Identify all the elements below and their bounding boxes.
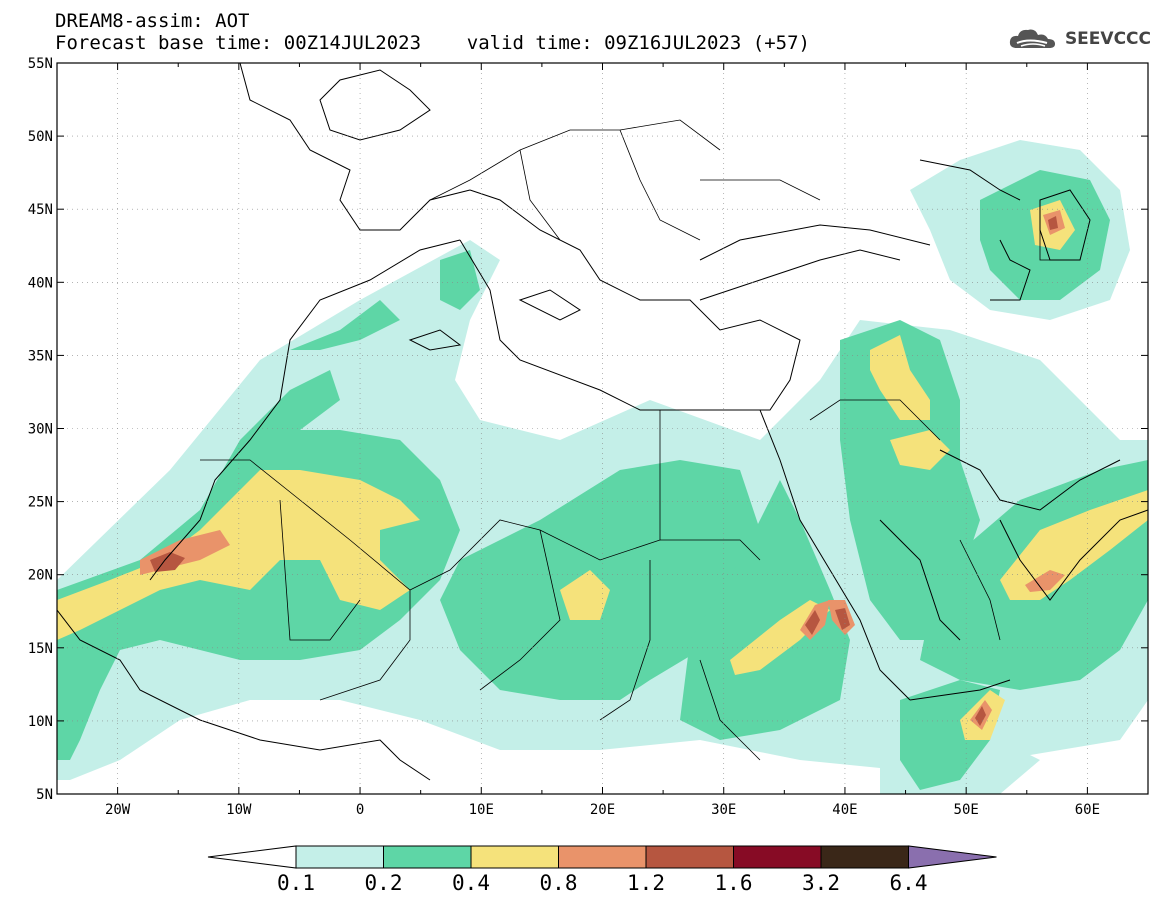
lon-label: 20W xyxy=(105,802,131,818)
lon-label: 40E xyxy=(832,802,857,818)
lat-label: 10N xyxy=(28,714,53,730)
colorbar-bin xyxy=(820,845,909,869)
axis-ticks xyxy=(56,62,1149,795)
map-title: DREAM8-assim: AOT xyxy=(55,10,250,32)
coastlines xyxy=(57,63,1148,781)
colorbar-label: 1.2 xyxy=(627,871,665,895)
lat-label: 45N xyxy=(28,202,53,218)
lat-label: 40N xyxy=(28,275,53,291)
lon-label: 0 xyxy=(356,802,364,818)
cloud-icon xyxy=(1009,29,1055,48)
lat-label: 35N xyxy=(28,348,53,364)
lat-label: 25N xyxy=(28,495,53,511)
colorbar-label: 0.8 xyxy=(540,871,578,895)
colorbar-label: 1.6 xyxy=(715,871,753,895)
forecast-time-subtitle: Forecast base time: 00Z14JUL2023 valid t… xyxy=(55,32,810,54)
colorbar-bin xyxy=(645,845,734,869)
lat-label: 30N xyxy=(28,422,53,438)
colorbar-label: 6.4 xyxy=(890,871,928,895)
longitude-labels: 20W 10W 0 10E 20E 30E 40E 50E 60E xyxy=(105,802,1100,818)
country-borders xyxy=(200,119,1070,761)
colorbar-over-arrow xyxy=(908,845,997,869)
colorbar-bin xyxy=(733,845,822,869)
latitude-labels: 55N 50N 45N 40N 35N 30N 25N 20N 15N 10N 5N xyxy=(28,56,53,803)
lat-label: 50N xyxy=(28,129,53,145)
colorbar-label: 0.2 xyxy=(365,871,403,895)
colorbar-under-arrow xyxy=(207,845,297,869)
lon-label: 50E xyxy=(954,802,979,818)
lat-label: 55N xyxy=(28,56,53,72)
colorbar-bin xyxy=(295,845,384,869)
lat-label: 20N xyxy=(28,568,53,584)
lon-label: 10E xyxy=(469,802,494,818)
lat-label: 15N xyxy=(28,641,53,657)
colorbar-labels: 0.1 0.2 0.4 0.8 1.2 1.6 3.2 6.4 xyxy=(277,871,927,895)
lon-label: 10W xyxy=(226,802,252,818)
lon-label: 20E xyxy=(590,802,615,818)
lat-label: 5N xyxy=(36,787,53,803)
graticule xyxy=(57,63,1148,794)
colorbar-bin xyxy=(383,845,472,869)
colorbar-label: 0.4 xyxy=(452,871,490,895)
lon-label: 30E xyxy=(711,802,736,818)
colorbar-bin xyxy=(558,845,647,869)
colorbar-label: 3.2 xyxy=(802,871,840,895)
colorbar xyxy=(207,845,997,869)
lon-label: 60E xyxy=(1075,802,1100,818)
colorbar-label: 0.1 xyxy=(277,871,315,895)
colorbar-bin xyxy=(470,845,559,869)
seevccc-logo: SEEVCCC xyxy=(1007,26,1151,52)
logo-text: SEEVCCC xyxy=(1064,29,1151,49)
